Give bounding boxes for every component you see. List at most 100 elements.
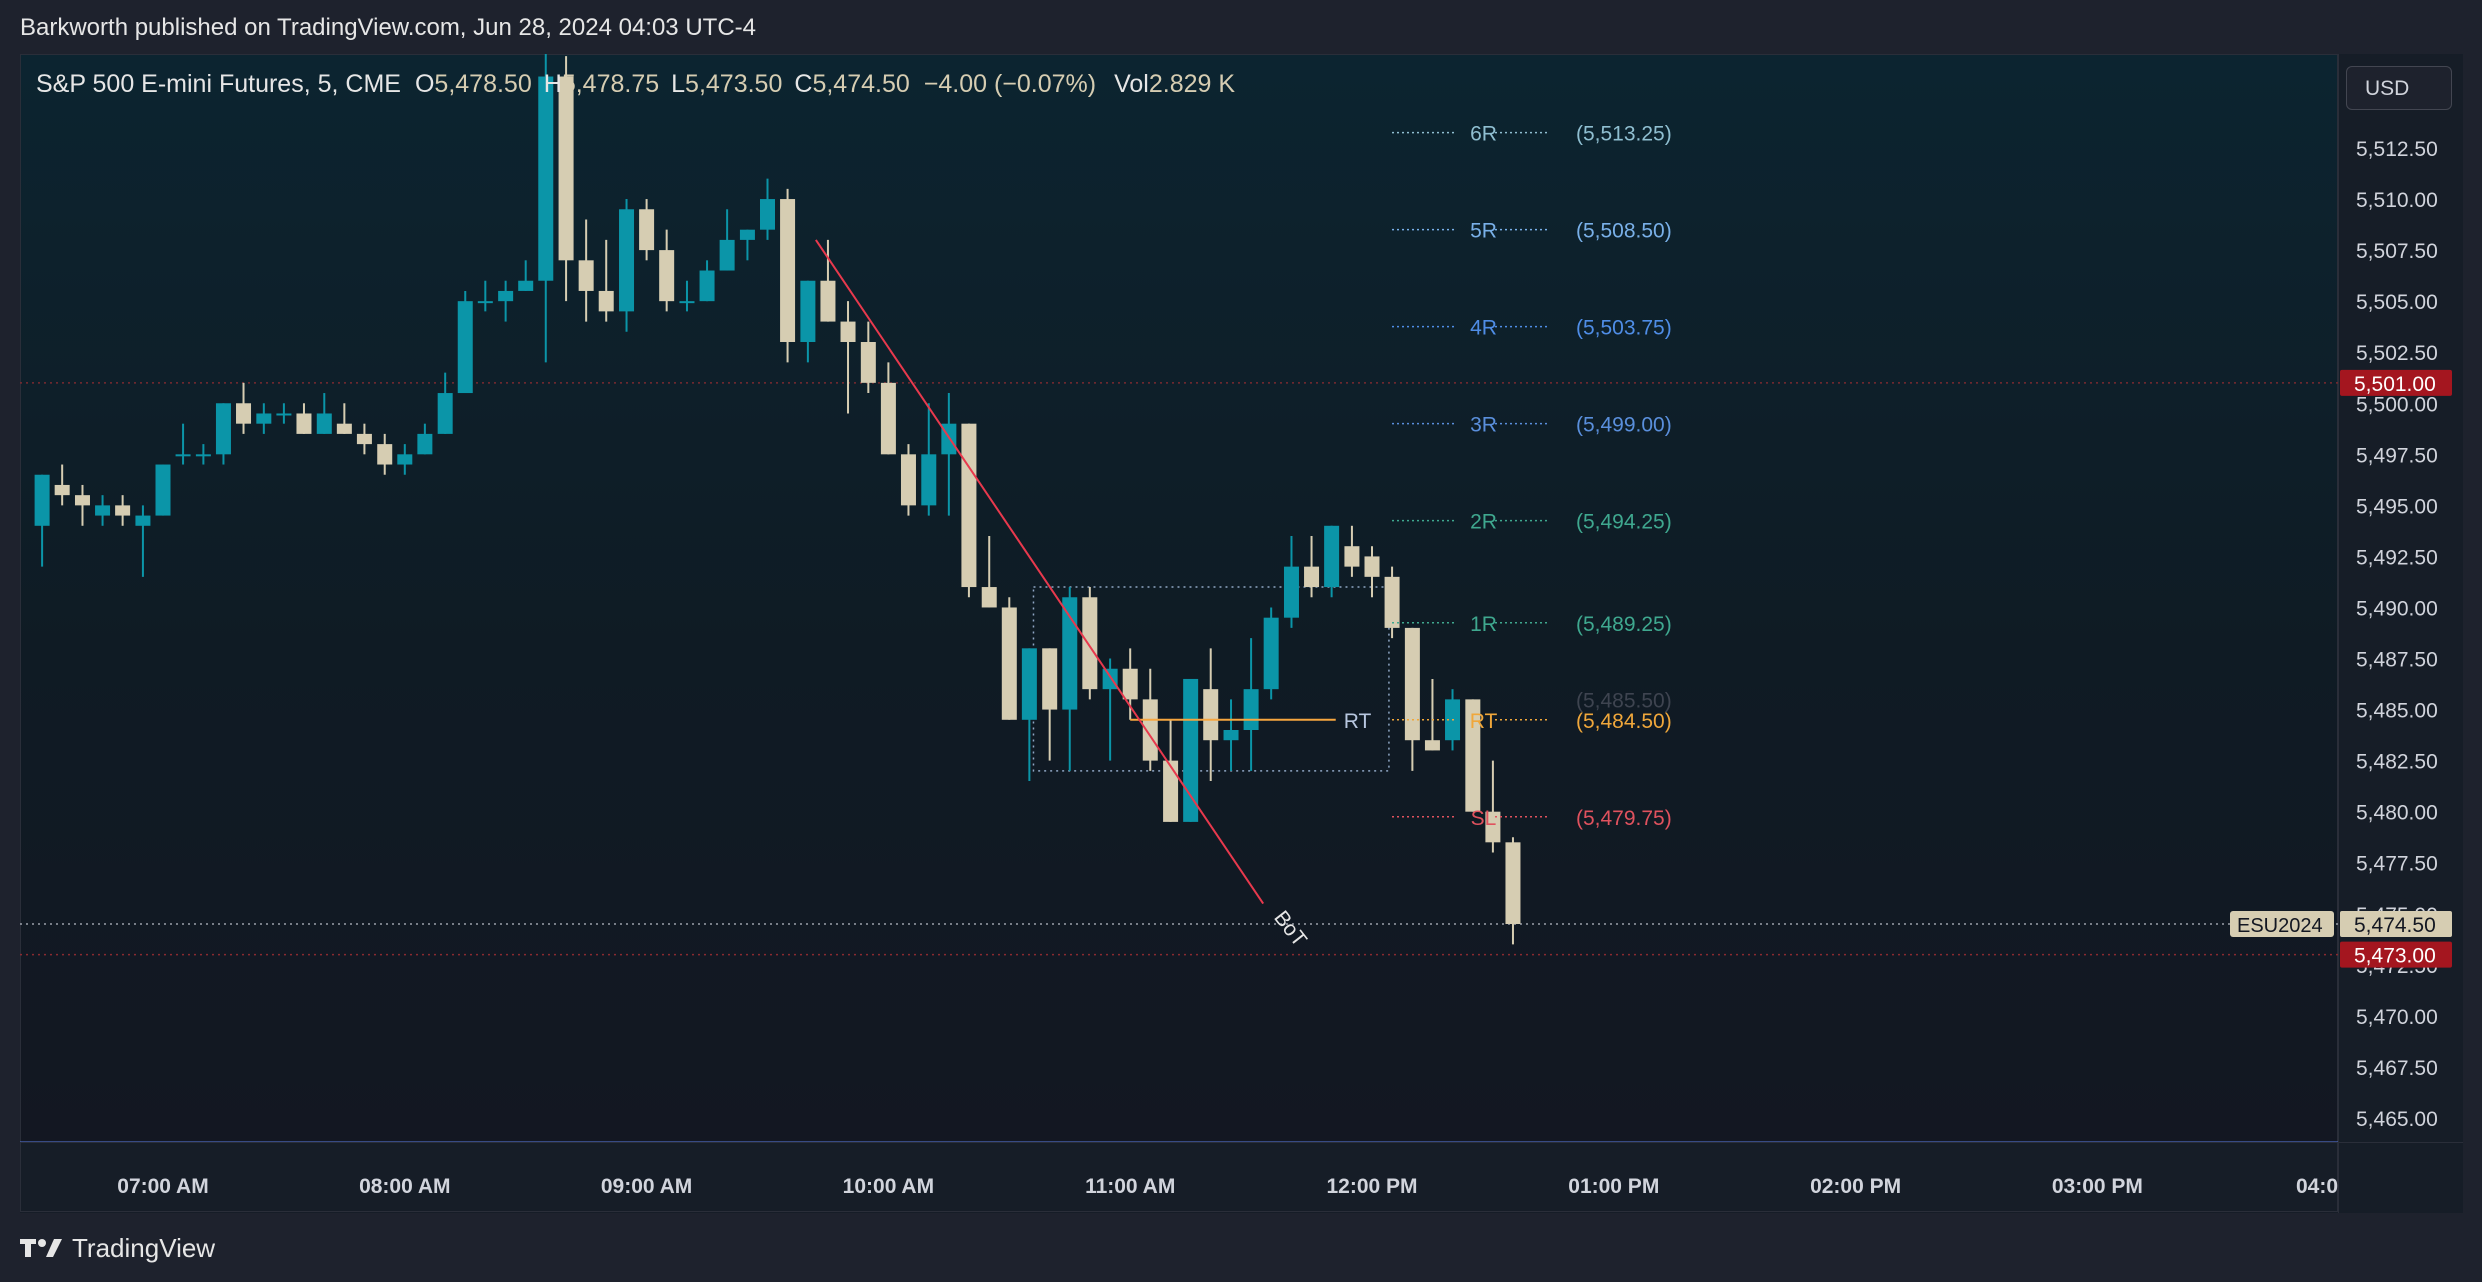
level-label-2r: 2R xyxy=(1470,511,1497,534)
x-tick-label: 04:0 xyxy=(2296,1175,2338,1198)
candle xyxy=(840,301,856,414)
candle-body xyxy=(1183,678,1199,822)
candle xyxy=(820,239,836,322)
bot-label: BoT xyxy=(1269,906,1311,951)
candle-body xyxy=(74,495,90,506)
candle-body xyxy=(296,413,312,434)
y-tick-label: 5,465.00 xyxy=(2356,1108,2438,1131)
level-label-3r: 3R xyxy=(1470,414,1497,437)
candle xyxy=(860,321,876,394)
candle xyxy=(880,362,896,455)
candle xyxy=(276,403,292,424)
y-tick-label: 5,507.50 xyxy=(2356,240,2438,263)
x-tick-label: 11:00 AM xyxy=(1085,1175,1175,1198)
candle xyxy=(900,444,916,516)
y-tick-label: 5,492.50 xyxy=(2356,546,2438,569)
candle-body xyxy=(659,250,675,302)
candle-body xyxy=(1122,668,1138,700)
candle-body xyxy=(1062,597,1078,710)
candle-body xyxy=(1505,842,1521,924)
candle-body xyxy=(316,413,332,434)
candle xyxy=(498,280,514,322)
candle-body xyxy=(54,484,70,496)
footer: TradingView xyxy=(20,1228,215,1268)
candle-body xyxy=(760,199,775,230)
candle-body xyxy=(95,505,111,516)
candle xyxy=(780,188,796,363)
x-tick-label: 01:00 PM xyxy=(1568,1175,1659,1198)
level-label-sl: SL xyxy=(1471,807,1497,830)
tradingview-logo-icon xyxy=(20,1239,62,1257)
y-tick-label: 5,502.50 xyxy=(2356,342,2438,365)
candle xyxy=(598,239,614,322)
candle xyxy=(1042,648,1058,761)
candle-body xyxy=(900,454,916,506)
candle-body xyxy=(961,423,977,588)
candle xyxy=(518,260,534,291)
candle-body xyxy=(1243,689,1259,730)
candle-body xyxy=(1404,627,1420,741)
level-label-1r: 1R xyxy=(1470,613,1497,636)
price-badge-label: 5,473.00 xyxy=(2354,945,2436,968)
price-badge xyxy=(2340,911,2452,937)
candle xyxy=(1283,536,1299,628)
candle-body xyxy=(276,413,292,416)
tradingview-logo[interactable]: TradingView xyxy=(20,1233,215,1264)
candle xyxy=(921,403,937,516)
candle xyxy=(1163,719,1179,822)
y-tick-label: 5,490.00 xyxy=(2356,597,2438,620)
level-value: (5,484.50) xyxy=(1576,710,1672,733)
candle-body xyxy=(1082,597,1098,690)
x-tick-label: 03:00 PM xyxy=(2052,1175,2143,1198)
volume-value: 2.829 K xyxy=(1148,70,1236,98)
candle xyxy=(477,280,493,312)
x-tick-label: 07:00 AM xyxy=(117,1175,208,1198)
level-value: (5,485.50) xyxy=(1576,689,1672,712)
candle xyxy=(356,423,372,455)
candle xyxy=(1263,607,1279,700)
symbol-tag xyxy=(2230,911,2334,937)
candle-body xyxy=(135,515,151,526)
y-tick-label: 5,482.50 xyxy=(2356,751,2438,774)
candle-body xyxy=(175,454,191,457)
candle xyxy=(135,505,151,577)
candle-body xyxy=(1263,617,1279,690)
level-value: (5,513.25) xyxy=(1576,123,1672,146)
time-axis[interactable] xyxy=(20,1142,2338,1213)
candle-body xyxy=(1001,607,1017,720)
candle xyxy=(1485,760,1501,853)
volume-label: Vol xyxy=(1114,70,1149,98)
level-value: (5,503.75) xyxy=(1576,317,1672,340)
level-label-4r: 4R xyxy=(1470,317,1497,340)
candle xyxy=(558,56,574,302)
candle xyxy=(296,403,312,434)
high-value: 5,478.75 xyxy=(561,70,660,98)
candle xyxy=(739,229,755,261)
candle xyxy=(760,178,775,240)
candle-body xyxy=(356,433,372,445)
candle xyxy=(1465,699,1481,812)
candle xyxy=(1021,648,1037,782)
candle-body xyxy=(1344,546,1360,567)
price-badge-label: 5,501.00 xyxy=(2354,373,2436,396)
currency-button[interactable]: USD xyxy=(2346,66,2452,110)
candle xyxy=(1001,597,1017,720)
candle xyxy=(538,54,554,363)
candle xyxy=(1243,638,1259,771)
y-tick-label: 5,505.00 xyxy=(2356,291,2438,314)
candle xyxy=(639,199,655,261)
candle-body xyxy=(739,229,755,240)
level-value: (5,489.25) xyxy=(1576,613,1672,636)
candle xyxy=(316,393,332,434)
chart-pane[interactable] xyxy=(20,54,2338,1142)
symbol-name[interactable]: S&P 500 E-mini Futures, 5, CME xyxy=(36,70,401,98)
candle-body xyxy=(397,454,413,465)
x-tick-label: 09:00 AM xyxy=(601,1175,692,1198)
candle xyxy=(1364,546,1380,598)
candle xyxy=(397,444,413,475)
candle xyxy=(1203,648,1219,782)
candle xyxy=(336,403,352,434)
candle xyxy=(961,423,977,598)
candle-body xyxy=(981,587,997,608)
candle-body xyxy=(1163,760,1179,822)
